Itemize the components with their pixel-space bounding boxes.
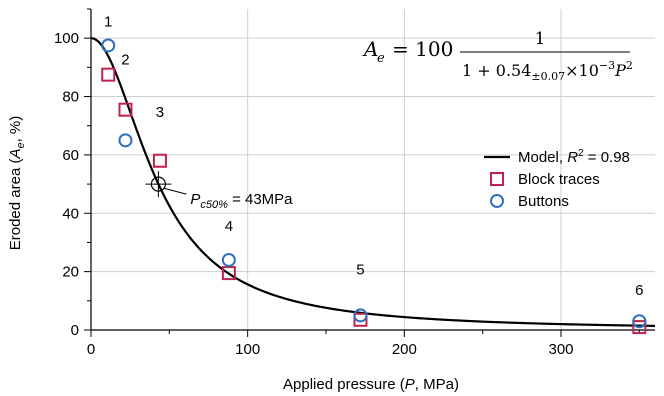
annotations: 1 2 3 4 5 6 Pc50% = 43MPa xyxy=(104,14,643,299)
block-trace-point xyxy=(118,102,133,117)
model-curve xyxy=(90,37,656,327)
formula-lhs: A xyxy=(362,37,378,61)
block-trace-point xyxy=(632,320,647,335)
block-trace-point xyxy=(353,312,368,327)
button-point xyxy=(118,133,133,148)
formula-denominator-left: 1 + 0.54 xyxy=(462,61,531,80)
block-trace-point xyxy=(101,67,116,82)
legend-block-label: Block traces xyxy=(518,171,600,188)
legend-model-r-value: = 0.98 xyxy=(584,149,630,166)
y-tick-label: 60 xyxy=(62,147,79,164)
point-number-label: 4 xyxy=(225,218,233,235)
point-number-label: 6 xyxy=(635,282,643,299)
formula-denominator-sub: ±0.07 xyxy=(531,70,565,83)
x-tick-label: 300 xyxy=(548,341,573,358)
y-tick-label: 40 xyxy=(62,205,79,222)
p50-label: Pc50% = 43MPa xyxy=(190,191,293,211)
formula-equals: = 100 xyxy=(392,37,453,61)
x-tick-label: 0 xyxy=(87,341,95,358)
formula-denominator-var: P xyxy=(614,61,626,80)
svg-text:1 + 0.54±0.07×10−3P2: 1 + 0.54±0.07×10−3P2 xyxy=(462,59,633,83)
y-tick-label: 0 xyxy=(71,322,79,339)
formula-numerator: 1 xyxy=(535,29,546,49)
legend-model-prefix: Model, xyxy=(518,149,567,166)
legend: Model, R2 = 0.98 Block traces Buttons xyxy=(484,148,630,210)
formula-denominator-mid: ×10 xyxy=(565,61,599,80)
block-trace-point xyxy=(221,266,236,281)
ticks: 0 100 200 300 0 20 40 60 80 100 xyxy=(54,8,640,358)
x-axis-title: Applied pressure (P, MPa) xyxy=(283,376,459,393)
legend-model-r-exp: 2 xyxy=(578,148,584,159)
legend-block-swatch xyxy=(490,172,504,186)
point-number-label: 1 xyxy=(104,14,112,31)
legend-buttons-label: Buttons xyxy=(518,193,569,210)
data-markers xyxy=(101,38,647,335)
model-curve-path xyxy=(90,37,656,327)
formula-denominator-pow: 2 xyxy=(626,59,633,72)
y-axis-title: Eroded area (Ae, %) xyxy=(7,116,27,251)
point-number-label: 2 xyxy=(121,51,129,68)
formula-lhs-sub: e xyxy=(377,51,385,66)
formula-denominator-exp: −3 xyxy=(599,59,615,72)
block-trace-point xyxy=(152,153,167,168)
formula: A e = 100 1 1 + 0.54±0.07×10−3P2 xyxy=(362,29,633,83)
point-number-label: 3 xyxy=(156,104,164,121)
button-point xyxy=(101,38,116,53)
x-tick-label: 200 xyxy=(392,341,417,358)
button-point xyxy=(353,308,368,323)
legend-buttons-swatch xyxy=(490,194,504,208)
button-point xyxy=(221,252,236,267)
x-tick-label: 100 xyxy=(235,341,260,358)
y-tick-label: 100 xyxy=(54,30,79,47)
legend-model-r: R xyxy=(567,149,578,166)
legend-model-label: Model, R2 = 0.98 xyxy=(518,148,630,166)
grid xyxy=(91,9,655,330)
p50-leader-line xyxy=(163,187,187,195)
button-point xyxy=(632,314,647,329)
point-number-label: 5 xyxy=(356,262,364,279)
y-tick-label: 20 xyxy=(62,264,79,281)
y-tick-label: 80 xyxy=(62,89,79,106)
